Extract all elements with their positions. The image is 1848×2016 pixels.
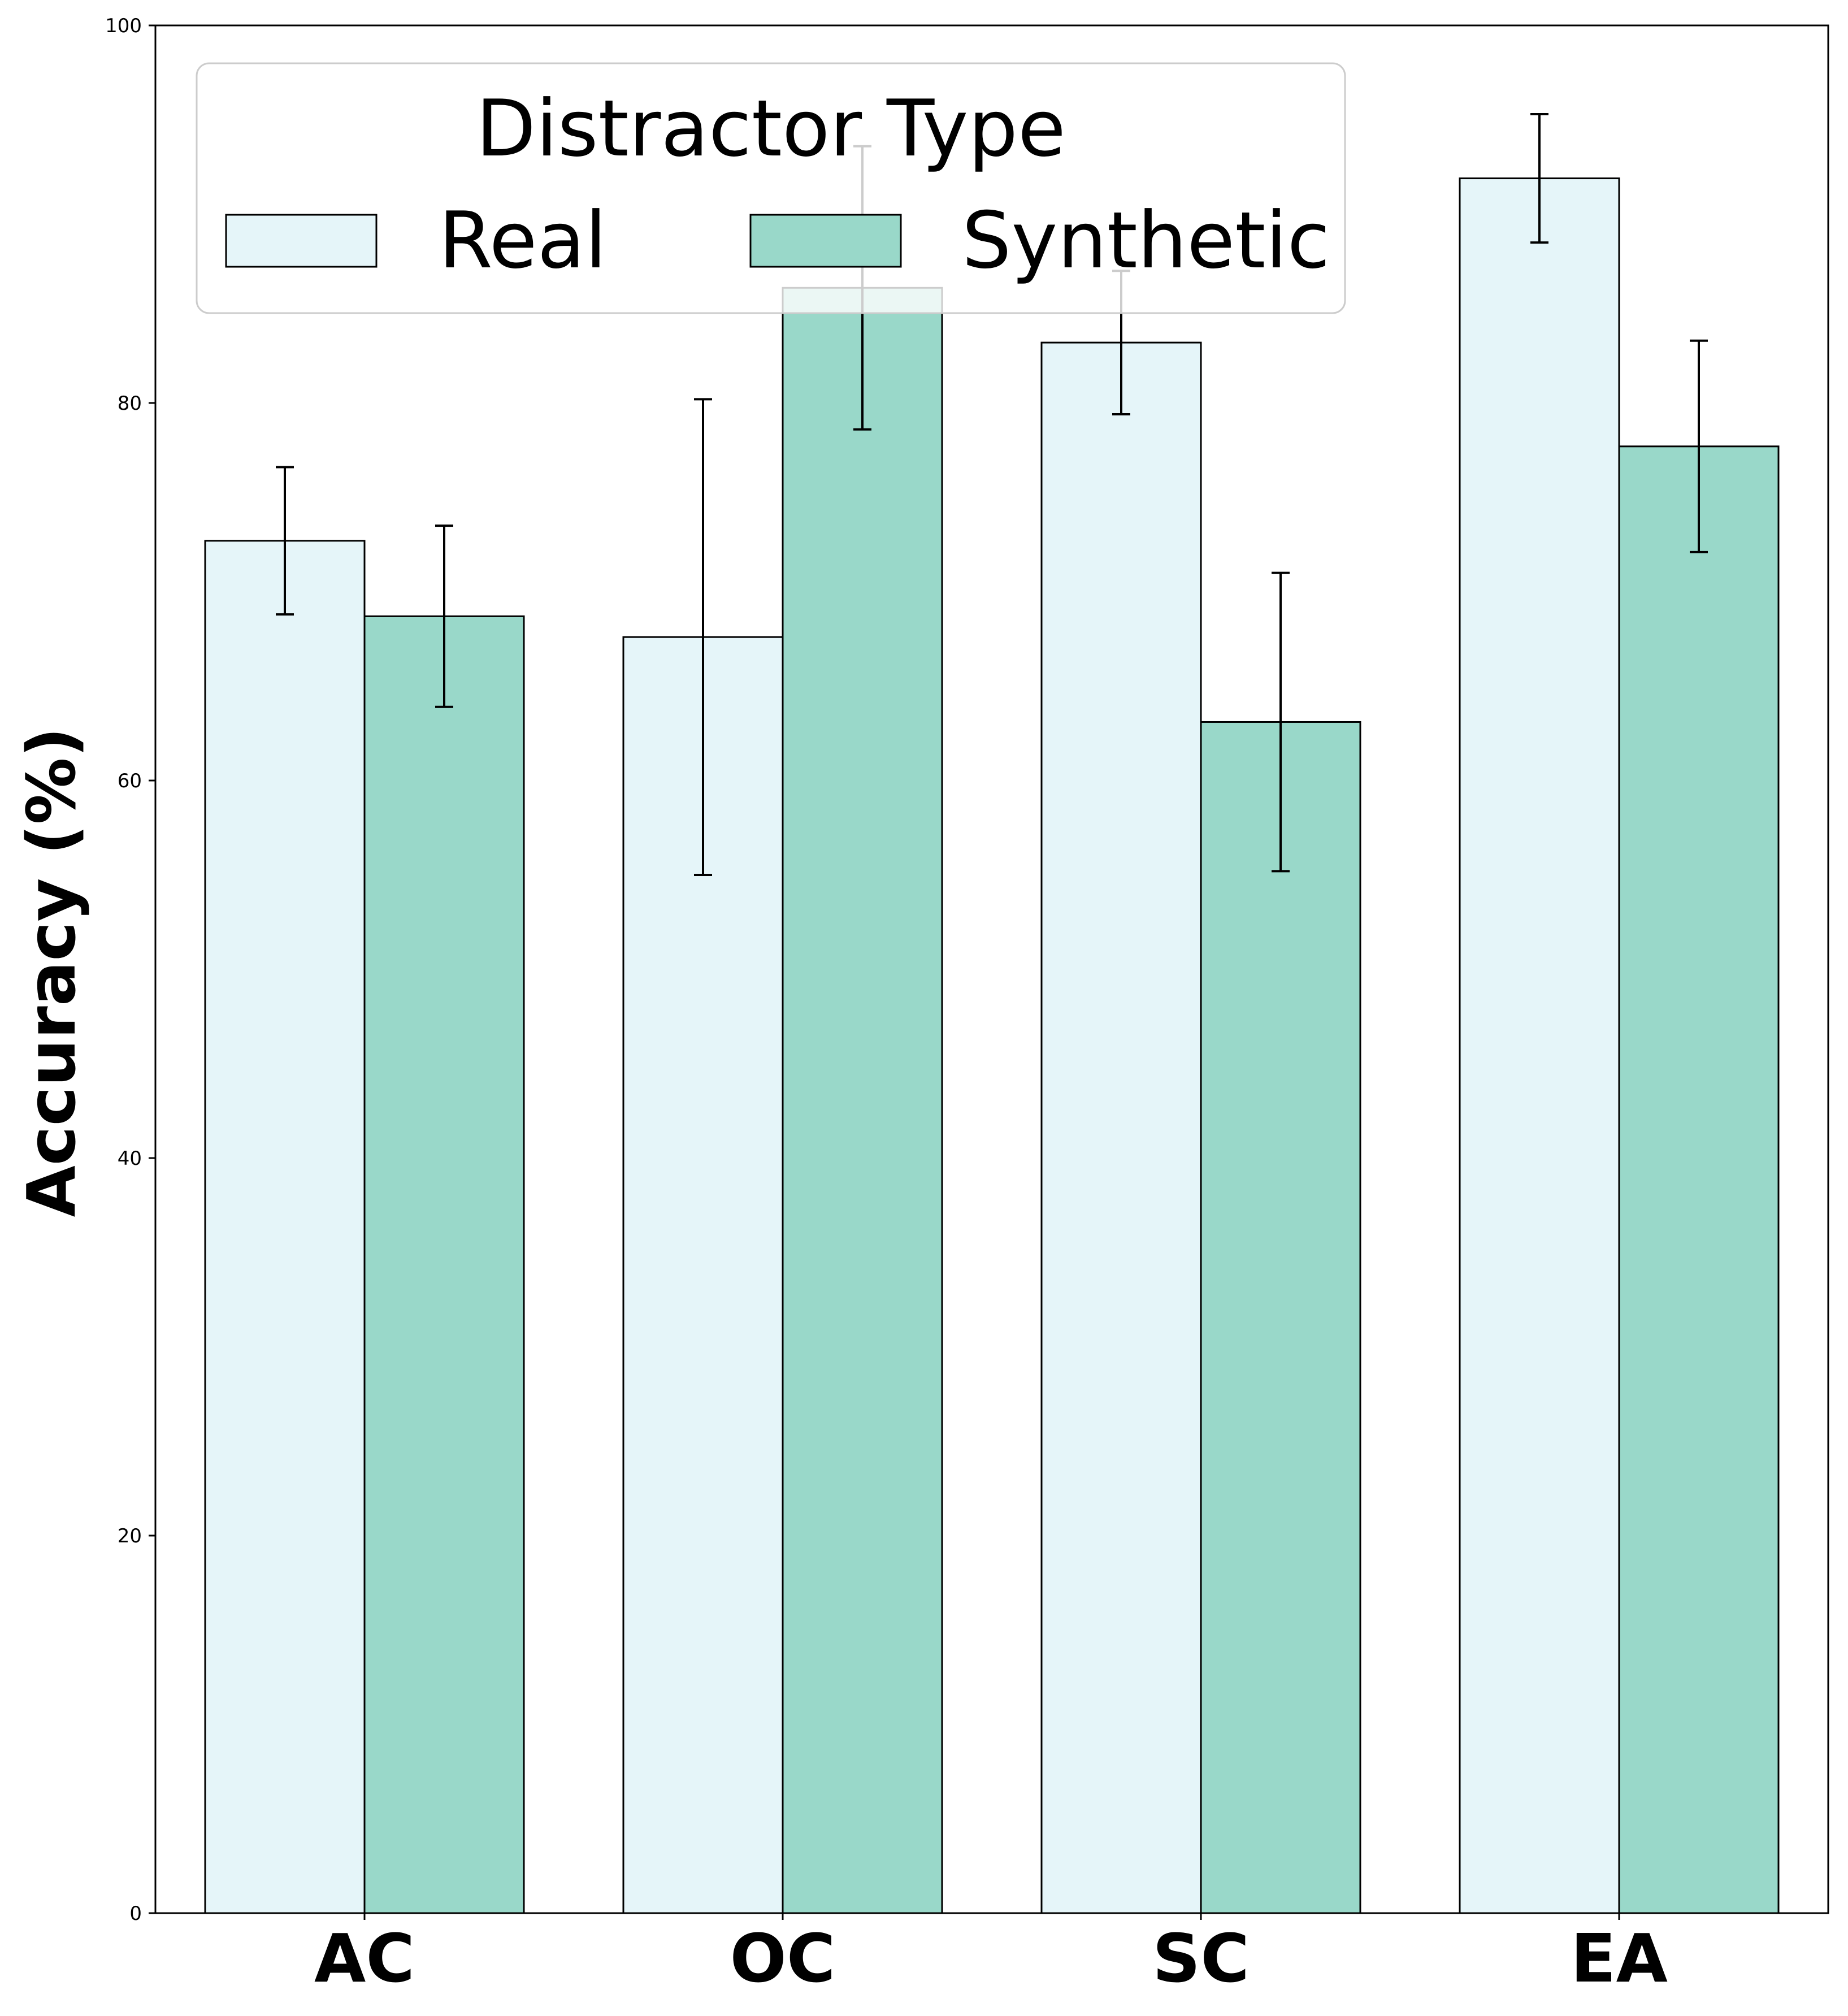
legend-swatch-synthetic bbox=[749, 214, 902, 268]
x-tick-label-sc: SC bbox=[1152, 1919, 1250, 1997]
legend-title: Distractor Type bbox=[476, 83, 1066, 174]
x-tick-label-ac: AC bbox=[314, 1919, 415, 1997]
y-tick-label-20: 20 bbox=[118, 1525, 142, 1547]
y-tick-label-60: 60 bbox=[118, 770, 142, 792]
legend-box bbox=[196, 62, 1346, 314]
bar-synthetic-oc bbox=[782, 287, 943, 1914]
bar-real-ea bbox=[1459, 177, 1620, 1914]
error-bar-real-ea bbox=[1530, 112, 1548, 244]
bar-synthetic-ac bbox=[363, 615, 525, 1914]
bar-synthetic-sc bbox=[1200, 721, 1361, 1914]
legend-label-real: Real bbox=[439, 195, 607, 286]
y-axis-title: Accuracy (%) bbox=[12, 727, 90, 1217]
y-tick-label-40: 40 bbox=[118, 1147, 142, 1170]
legend-swatch-real bbox=[225, 214, 378, 268]
error-bar-synthetic-sc bbox=[1272, 571, 1290, 873]
error-bar-real-oc bbox=[694, 398, 712, 876]
y-tick-label-80: 80 bbox=[118, 392, 142, 415]
error-bar-real-ac bbox=[276, 466, 294, 616]
bar-synthetic-ea bbox=[1618, 445, 1780, 1914]
y-tick-label-100: 100 bbox=[105, 15, 142, 37]
plot-frame bbox=[154, 24, 1829, 1914]
bar-real-sc bbox=[1040, 341, 1202, 1914]
legend: Distractor Type Real Synthetic bbox=[196, 62, 1346, 314]
y-tick-label-0: 0 bbox=[129, 1902, 142, 1925]
error-bar-synthetic-ea bbox=[1690, 339, 1708, 553]
bar-real-ac bbox=[204, 540, 366, 1914]
x-tick-label-oc: OC bbox=[730, 1919, 836, 1997]
x-tick-label-ea: EA bbox=[1571, 1919, 1668, 1997]
error-bar-synthetic-ac bbox=[435, 524, 453, 708]
legend-label-synthetic: Synthetic bbox=[962, 195, 1330, 286]
